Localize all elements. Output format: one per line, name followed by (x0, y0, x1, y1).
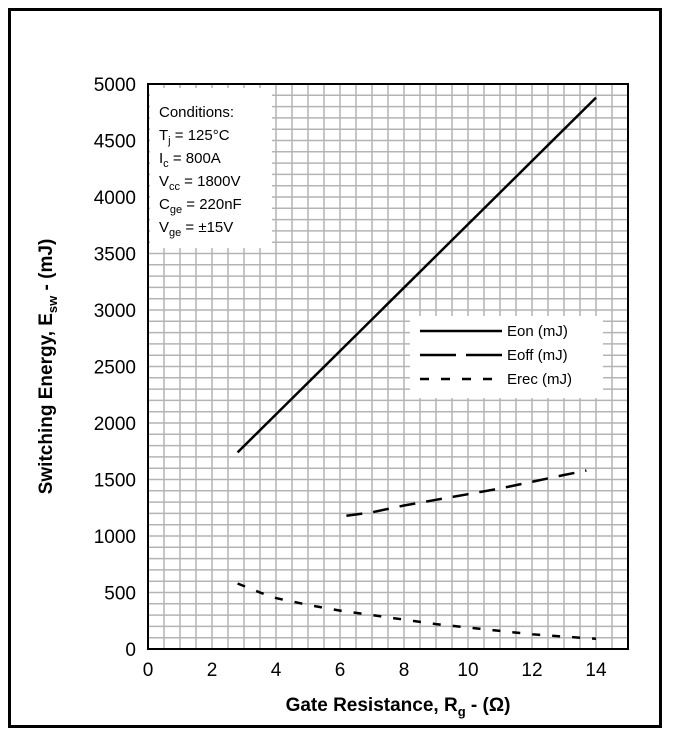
series-line-3 (237, 582, 597, 641)
x-tick-label: 6 (335, 660, 346, 681)
legend-label: Erec (mJ) (507, 371, 572, 388)
conditions-background (150, 88, 272, 248)
conditions-box: Conditions: Tj = 125°C Ic = 800A Vcc = 1800… (150, 88, 272, 248)
x-tick-label: 10 (457, 660, 478, 681)
y-tick-label: 3500 (94, 245, 136, 266)
conditions-line: Tj = 125°C (159, 127, 230, 147)
y-tick-label: 2500 (94, 358, 136, 379)
y-tick-label: 4500 (94, 132, 136, 153)
x-tick-label: 8 (399, 660, 410, 681)
plot-border (147, 83, 629, 650)
y-tick-label: 1500 (94, 471, 136, 492)
y-tick-label: 0 (125, 640, 136, 661)
conditions-line: Cge = 220nF (159, 196, 242, 216)
y-tick-label: 3000 (94, 301, 136, 322)
legend: Eon (mJ) Eoff (mJ) Erec (mJ) (410, 316, 603, 398)
legend-label: Eon (mJ) (507, 323, 568, 340)
conditions-line: Vcc = 1800V (159, 173, 240, 193)
x-axis-title: Gate Resistance, Rg - (Ω) (286, 695, 511, 719)
conditions-title: Conditions: (159, 104, 234, 121)
conditions-line: Vge = ±15V (159, 219, 233, 239)
y-tick-label: 2000 (94, 414, 136, 435)
x-tick-label: 12 (521, 660, 542, 681)
legend-background (410, 316, 603, 398)
series-line-2 (346, 469, 587, 517)
x-tick-label: 0 (143, 660, 154, 681)
axis-titles: Gate Resistance, Rg - (Ω) Switching Energ… (36, 239, 510, 719)
x-tick-label: 14 (585, 660, 607, 681)
y-tick-label: 1000 (94, 527, 136, 548)
x-tick-label: 4 (271, 660, 282, 681)
tick-labels: 0 2 4 6 8 10 12 14 0 500 1000 1500 2000 2500 3000 3500 4… (94, 75, 607, 681)
chart-frame (8, 8, 662, 728)
y-tick-label: 5000 (94, 75, 136, 96)
conditions-line: Ic = 800A (159, 150, 221, 170)
y-tick-label: 4000 (94, 188, 136, 209)
legend-label: Eoff (mJ) (507, 347, 568, 364)
series-line-1 (236, 96, 597, 454)
axes (147, 83, 629, 650)
x-tick-label: 2 (207, 660, 218, 681)
y-axis-title: Switching Energy, Esw - (mJ) (36, 239, 60, 495)
y-tick-label: 500 (104, 584, 136, 605)
series-layer (236, 96, 597, 641)
